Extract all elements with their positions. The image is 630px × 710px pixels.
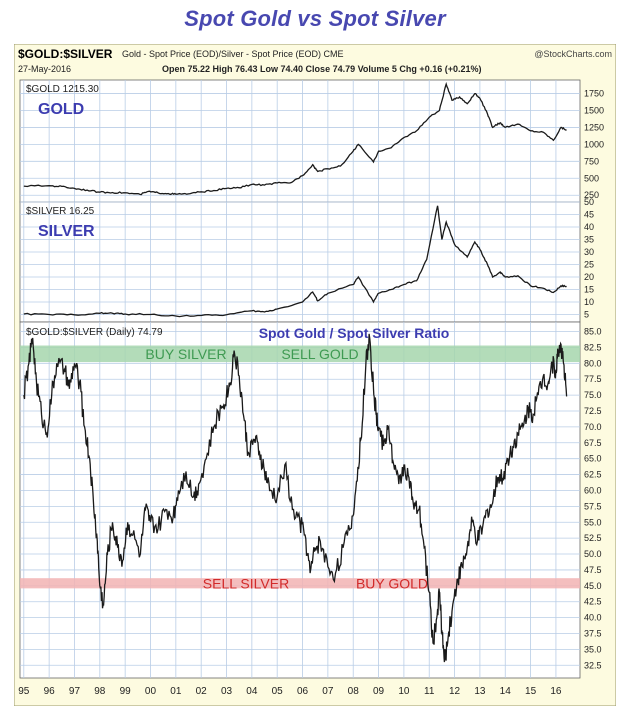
ratio-y-tick-label: 47.5 <box>584 565 602 575</box>
x-tick-label: 10 <box>398 686 410 697</box>
gold-y-tick-label: 1250 <box>584 122 604 132</box>
x-tick-label: 98 <box>94 686 106 697</box>
gold-y-tick-label: 1500 <box>584 106 604 116</box>
silver-plot-area <box>19 201 581 323</box>
x-tick-label: 05 <box>272 686 284 697</box>
watermark: @StockCharts.com <box>534 49 612 59</box>
gold-y-tick-label: 500 <box>584 173 599 183</box>
ratio-y-tick-label: 85.0 <box>584 327 602 337</box>
chart-symbol: $GOLD:$SILVER <box>18 47 113 61</box>
silver-panel-label: SILVER <box>38 223 95 240</box>
buy-zone-label: SELL GOLD <box>281 346 358 362</box>
silver-y-tick-label: 35 <box>584 235 594 245</box>
ohlc-summary: Open 75.22 High 76.43 Low 74.40 Close 74… <box>162 64 481 74</box>
silver-y-tick-label: 30 <box>584 247 594 257</box>
silver-y-tick-label: 50 <box>584 197 594 207</box>
x-tick-label: 96 <box>44 686 56 697</box>
x-tick-label: 95 <box>18 686 30 697</box>
ratio-y-tick-label: 67.5 <box>584 438 602 448</box>
x-tick-label: 11 <box>424 686 435 697</box>
gold-y-axis: 1750 1500 1250 1000 750 500 250 <box>584 89 604 201</box>
x-tick-label: 01 <box>170 686 182 697</box>
ratio-y-axis: 85.0 82.5 80.0 77.5 75.0 72.5 70.0 67.5 65.0 62.5… <box>584 327 602 671</box>
ratio-y-tick-label: 37.5 <box>584 629 602 639</box>
sell-zone-band <box>20 578 580 589</box>
ratio-y-tick-label: 75.0 <box>584 390 602 400</box>
gold-y-tick-label: 1750 <box>584 89 604 99</box>
x-tick-label: 13 <box>474 686 486 697</box>
x-tick-label: 16 <box>550 686 562 697</box>
ratio-y-tick-label: 42.5 <box>584 597 602 607</box>
x-tick-label: 99 <box>120 686 132 697</box>
x-tick-label: 04 <box>246 686 258 697</box>
x-tick-label: 15 <box>525 686 537 697</box>
page-title: Spot Gold vs Spot Silver <box>184 6 446 31</box>
silver-legend: $SILVER 16.25 <box>26 206 95 217</box>
x-tick-label: 97 <box>69 686 81 697</box>
ratio-y-tick-label: 52.5 <box>584 533 602 543</box>
buy-zone-label: BUY SILVER <box>145 346 226 362</box>
gold-y-tick-label: 750 <box>584 156 599 166</box>
silver-y-tick-label: 15 <box>584 285 594 295</box>
ratio-line <box>23 333 568 663</box>
x-tick-label: 14 <box>500 686 512 697</box>
silver-y-tick-label: 25 <box>584 260 594 270</box>
ratio-y-tick-label: 62.5 <box>584 470 602 480</box>
silver-price-line <box>23 205 567 318</box>
ratio-panel: BUY SILVER SELL GOLD SELL SILVER BUY GOLD 8… <box>19 321 602 679</box>
x-axis: 95 96 97 98 99 00 01 02 03 04 05 06 07 08 09 10 11 12 13 14… <box>18 686 562 697</box>
ratio-y-tick-label: 35.0 <box>584 644 602 654</box>
x-tick-label: 08 <box>348 686 360 697</box>
ratio-title: Spot Gold / Spot Silver Ratio <box>259 325 450 341</box>
chart-description: Gold - Spot Price (EOD)/Silver - Spot Pr… <box>122 49 344 59</box>
silver-y-tick-label: 45 <box>584 210 594 220</box>
x-tick-label: 02 <box>196 686 208 697</box>
ratio-y-tick-label: 55.0 <box>584 517 602 527</box>
ratio-y-tick-label: 60.0 <box>584 485 602 495</box>
gold-y-tick-label: 250 <box>584 190 599 200</box>
gold-plot-area <box>19 79 581 203</box>
ratio-y-tick-label: 65.0 <box>584 454 602 464</box>
gold-legend: $GOLD 1215.30 <box>26 84 99 95</box>
silver-y-tick-label: 40 <box>584 222 594 232</box>
x-tick-label: 00 <box>145 686 157 697</box>
ratio-legend: $GOLD:$SILVER (Daily) 74.79 <box>26 327 163 338</box>
ratio-y-tick-label: 57.5 <box>584 501 602 511</box>
ratio-y-tick-label: 82.5 <box>584 342 602 352</box>
x-tick-label: 07 <box>322 686 334 697</box>
ratio-y-tick-label: 50.0 <box>584 549 602 559</box>
ratio-y-tick-label: 80.0 <box>584 358 602 368</box>
x-tick-label: 12 <box>449 686 461 697</box>
chart-frame: $GOLD:$SILVER Gold - Spot Price (EOD)/Si… <box>14 44 616 706</box>
ratio-y-tick-label: 77.5 <box>584 374 602 384</box>
silver-y-tick-label: 20 <box>584 272 594 282</box>
ratio-bands: BUY SILVER SELL GOLD SELL SILVER BUY GOLD <box>20 345 580 591</box>
x-tick-label: 03 <box>221 686 233 697</box>
ratio-y-tick-label: 40.0 <box>584 613 602 623</box>
buy-zone-band <box>20 345 580 363</box>
silver-y-tick-label: 10 <box>584 297 594 307</box>
ratio-y-tick-label: 72.5 <box>584 406 602 416</box>
ratio-y-tick-label: 45.0 <box>584 581 602 591</box>
gold-y-tick-label: 1000 <box>584 139 604 149</box>
gold-price-line <box>23 81 567 196</box>
x-tick-label: 06 <box>297 686 309 697</box>
ratio-y-tick-label: 70.0 <box>584 422 602 432</box>
chart-date: 27-May-2016 <box>18 64 71 74</box>
silver-panel: 50 45 40 35 30 25 20 15 10 5 $SILVER 16.25 SILVER <box>19 197 594 323</box>
silver-y-axis: 50 45 40 35 30 25 20 15 10 5 <box>584 197 594 320</box>
silver-y-tick-label: 5 <box>584 310 589 320</box>
gold-panel-label: GOLD <box>38 101 84 118</box>
silver-grid <box>20 201 580 322</box>
ratio-plot-area <box>19 321 581 679</box>
gold-grid <box>20 80 580 202</box>
x-tick-label: 09 <box>373 686 385 697</box>
sell-zone-label: SELL SILVER <box>203 575 289 591</box>
sell-zone-label: BUY GOLD <box>356 575 428 591</box>
ratio-y-tick-label: 32.5 <box>584 660 602 670</box>
